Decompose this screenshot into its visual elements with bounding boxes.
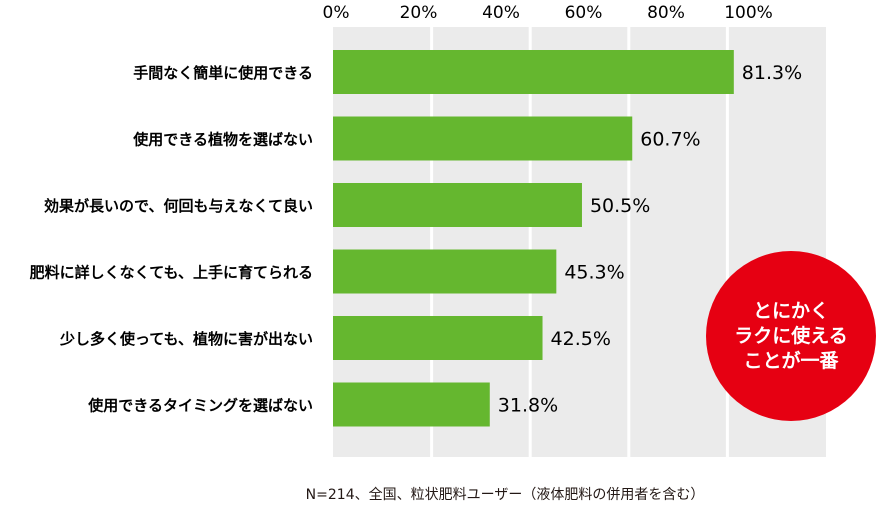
bar — [333, 316, 543, 360]
bar — [333, 382, 490, 427]
highlight-badge: とにかく ラクに使える ことが一番 — [706, 251, 876, 421]
value-label: 50.5% — [590, 195, 650, 217]
value-label: 45.3% — [564, 262, 624, 284]
category-label: 肥料に詳しくなくても、上手に育てられる — [30, 264, 313, 282]
x-tick-label: 100% — [724, 3, 773, 23]
x-tick-label: 20% — [400, 3, 438, 23]
x-tick-label: 40% — [482, 3, 520, 23]
value-label: 31.8% — [498, 395, 558, 417]
x-tick-label: 0% — [323, 3, 350, 23]
value-label: 81.3% — [742, 62, 802, 84]
category-label: 使用できるタイミングを選ばない — [87, 397, 313, 415]
category-label: 手間なく簡単に使用できる — [133, 64, 313, 82]
value-label: 60.7% — [640, 129, 700, 151]
category-label: 使用できる植物を選ばない — [132, 131, 313, 149]
bar — [333, 183, 582, 227]
bar — [333, 249, 557, 294]
bar — [333, 50, 734, 94]
value-label: 42.5% — [551, 328, 611, 350]
category-label: 効果が長いので、何回も与えなくて良い — [44, 197, 313, 215]
x-tick-label: 60% — [565, 3, 603, 23]
badge-line: とにかく — [752, 299, 829, 322]
badge-line: ことが一番 — [743, 349, 839, 372]
category-label: 少し多く使っても、植物に害が出ない — [59, 330, 313, 348]
sample-note: N=214、全国、粒状肥料ユーザー（液体肥料の併用者を含む） — [305, 487, 705, 503]
x-tick-label: 80% — [647, 3, 685, 23]
badge-line: ラクに使える — [734, 324, 848, 347]
bar — [333, 116, 633, 161]
